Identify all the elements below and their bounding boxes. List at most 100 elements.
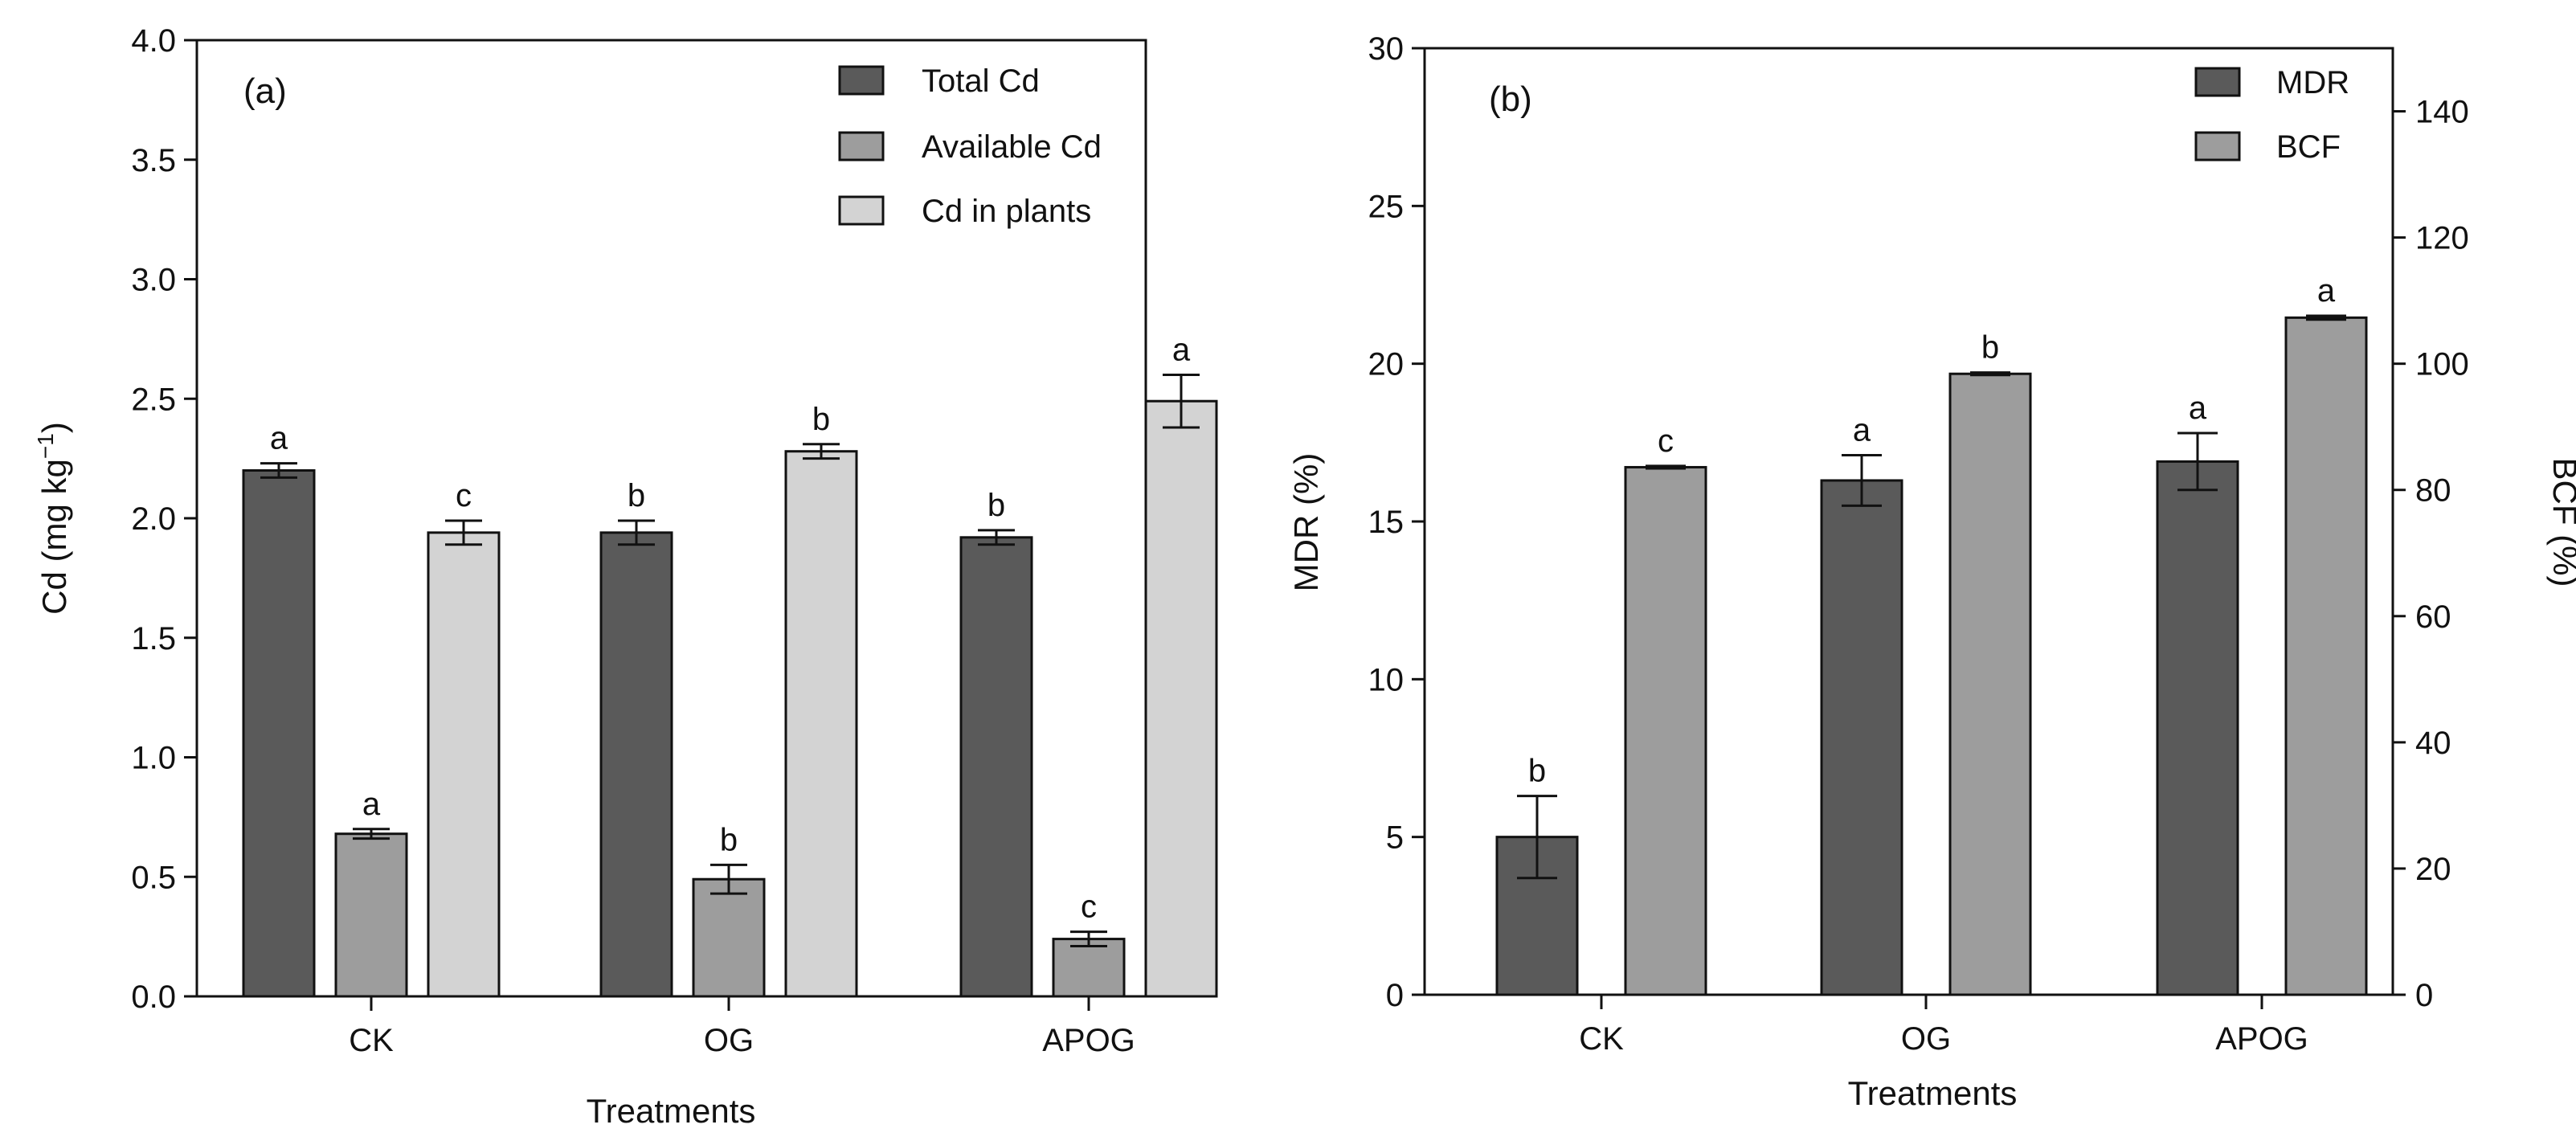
panel-b-right-y-tick-label: 100 xyxy=(2415,347,2469,382)
error-bar-mdr-og xyxy=(1842,454,1882,507)
panel-a-x-tick-label-apog: APOG xyxy=(1042,1023,1135,1058)
panel-b-right-y-tick-label: 140 xyxy=(2415,95,2469,130)
panel-a-y-tick-label: 3.0 xyxy=(131,263,176,298)
error-bar-total-cd-apog xyxy=(978,529,1015,546)
bar-bcf-ck xyxy=(1624,465,1707,996)
bar-total-cd-apog xyxy=(959,536,1033,998)
legend-swatch-cd-in-plants xyxy=(838,195,885,226)
error-bar-available-cd-og xyxy=(710,863,747,895)
sig-letter-mdr-apog: a xyxy=(2189,391,2207,426)
panel-b-x-ticks: CK OG APOG xyxy=(1579,995,2308,1057)
legend-label-cd-in-plants: Cd in plants xyxy=(922,194,1091,229)
legend-swatch-available-cd xyxy=(838,131,885,162)
bar-available-cd-apog xyxy=(1052,938,1126,998)
error-bar-total-cd-og xyxy=(618,519,655,546)
panel-b-label: (b) xyxy=(1489,80,1532,119)
error-bar-total-cd-ck xyxy=(260,462,297,479)
panel-a-y-tick-label: 1.0 xyxy=(131,741,176,776)
panel-b-left-y-tick-label: 15 xyxy=(1368,505,1405,540)
bar-available-cd-og xyxy=(692,877,766,998)
panel-b-right-y-axis-title: BCF (%) xyxy=(2546,458,2576,587)
panel-b-legend: MDR BCF xyxy=(2194,65,2349,165)
panel-a-legend: Total Cd Available Cd Cd in plants xyxy=(838,63,1102,229)
legend-swatch-mdr xyxy=(2194,67,2241,97)
panel-b-left-y-ticks: 0 5 10 15 20 25 30 xyxy=(1368,31,1425,1013)
panel-a-x-axis-title: Treatments xyxy=(587,1092,756,1130)
panel-b-left-y-tick-label: 30 xyxy=(1368,31,1405,67)
panel-b-left-y-tick-label: 20 xyxy=(1368,347,1405,382)
sig-letter-total-cd-apog: b xyxy=(987,488,1005,523)
sig-letter-available-cd-ck: a xyxy=(362,787,381,822)
panel-b-frame xyxy=(1423,47,2394,996)
panel-b-bars: b a a c b a xyxy=(1495,273,2368,996)
sig-letter-mdr-ck: b xyxy=(1528,754,1546,789)
panel-b-left-y-tick-label: 10 xyxy=(1368,662,1405,697)
panel-a-y-tick-label: 2.0 xyxy=(131,501,176,537)
panel-a-bars: a b b a b c c b a xyxy=(242,333,1218,998)
panel-a-x-ticks: CK OG APOG xyxy=(349,996,1135,1058)
panel-a-y-axis-title: Cd (mg kg−1) xyxy=(33,422,73,615)
error-bar-cd-in-plants-ck xyxy=(445,519,482,546)
error-bar-cd-in-plants-og xyxy=(803,443,840,460)
panel-a-x-tick-label-og: OG xyxy=(704,1023,754,1058)
error-bar-mdr-ck xyxy=(1517,795,1557,880)
panel-b-right-y-tick-label: 0 xyxy=(2415,978,2433,1013)
panel-a-y-tick-label: 2.5 xyxy=(131,382,176,417)
legend-swatch-bcf xyxy=(2194,131,2241,162)
bar-available-cd-ck xyxy=(334,832,408,998)
panel-b-x-axis-title: Treatments xyxy=(1848,1074,2018,1112)
panel-a-y-tick-label: 0.0 xyxy=(131,979,176,1015)
legend-swatch-total-cd xyxy=(838,65,885,96)
legend-label-total-cd: Total Cd xyxy=(922,63,1040,99)
panel-b-x-tick-label-og: OG xyxy=(1901,1021,1951,1057)
error-bar-bcf-ck xyxy=(1646,464,1686,470)
panel-b: b a a c b a 0 5 10 15 20 25 30 0 20 40 60 80 100 120 140 C… xyxy=(1287,31,2576,1112)
sig-letter-mdr-og: a xyxy=(1853,413,1871,448)
sig-letter-bcf-og: b xyxy=(1981,330,1999,366)
sig-letter-total-cd-ck: a xyxy=(270,421,288,456)
bar-cd-in-plants-apog xyxy=(1144,399,1218,998)
bar-total-cd-og xyxy=(599,531,673,998)
error-bar-mdr-apog xyxy=(2177,431,2218,492)
panel-a-y-ticks: 0.0 0.5 1.0 1.5 2.0 2.5 3.0 3.5 4.0 xyxy=(131,23,197,1015)
panel-b-left-y-tick-label: 0 xyxy=(1386,978,1404,1013)
panel-a-y-tick-label: 0.5 xyxy=(131,860,176,895)
bar-cd-in-plants-ck xyxy=(427,531,501,998)
sig-letter-cd-in-plants-apog: a xyxy=(1172,333,1191,368)
sig-letter-bcf-apog: a xyxy=(2317,273,2336,309)
panel-b-right-y-tick-label: 120 xyxy=(2415,221,2469,256)
bar-mdr-og xyxy=(1820,479,1903,996)
sig-letter-cd-in-plants-ck: c xyxy=(456,478,472,513)
bar-mdr-apog xyxy=(2156,460,2239,996)
panel-b-x-tick-label-apog: APOG xyxy=(2215,1021,2308,1057)
sig-letter-bcf-ck: c xyxy=(1658,423,1674,459)
legend-label-mdr: MDR xyxy=(2276,65,2349,100)
panel-a-frame xyxy=(195,39,1147,998)
bar-bcf-og xyxy=(1948,372,2032,996)
panel-b-x-tick-label-ck: CK xyxy=(1579,1021,1624,1057)
error-bar-cd-in-plants-apog xyxy=(1163,374,1200,429)
sig-letter-available-cd-og: b xyxy=(720,822,738,857)
panel-b-right-y-tick-label: 20 xyxy=(2415,852,2451,887)
legend-label-bcf: BCF xyxy=(2276,129,2341,165)
legend-label-available-cd: Available Cd xyxy=(922,129,1102,165)
error-bar-bcf-apog xyxy=(2306,314,2346,321)
panel-a-label: (a) xyxy=(243,72,287,111)
panel-b-left-y-tick-label: 5 xyxy=(1386,820,1404,856)
bar-total-cd-ck xyxy=(242,469,316,998)
panel-a: a b b a b c c b a 0.0 0.5 1.0 1.5 2.0 2.5 3.0 3.5 4.0 CK… xyxy=(33,23,1218,1130)
sig-letter-total-cd-og: b xyxy=(628,478,645,513)
panel-a-y-tick-label: 4.0 xyxy=(131,23,176,59)
error-bar-available-cd-ck xyxy=(353,828,390,840)
panel-a-y-tick-label: 3.5 xyxy=(131,143,176,178)
bar-cd-in-plants-og xyxy=(784,450,858,998)
panel-a-y-tick-label: 1.5 xyxy=(131,621,176,656)
panel-b-right-y-tick-label: 80 xyxy=(2415,473,2451,509)
bar-bcf-apog xyxy=(2284,316,2368,996)
panel-b-left-y-tick-label: 25 xyxy=(1368,189,1405,224)
panel-b-right-y-tick-label: 40 xyxy=(2415,726,2451,761)
panel-b-right-y-ticks: 0 20 40 60 80 100 120 140 xyxy=(2393,95,2469,1013)
sig-letter-available-cd-apog: c xyxy=(1081,889,1097,925)
panel-a-x-tick-label-ck: CK xyxy=(349,1023,394,1058)
